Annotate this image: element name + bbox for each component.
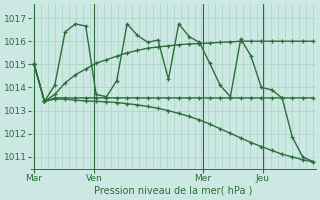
X-axis label: Pression niveau de la mer( hPa ): Pression niveau de la mer( hPa ) <box>94 186 253 196</box>
